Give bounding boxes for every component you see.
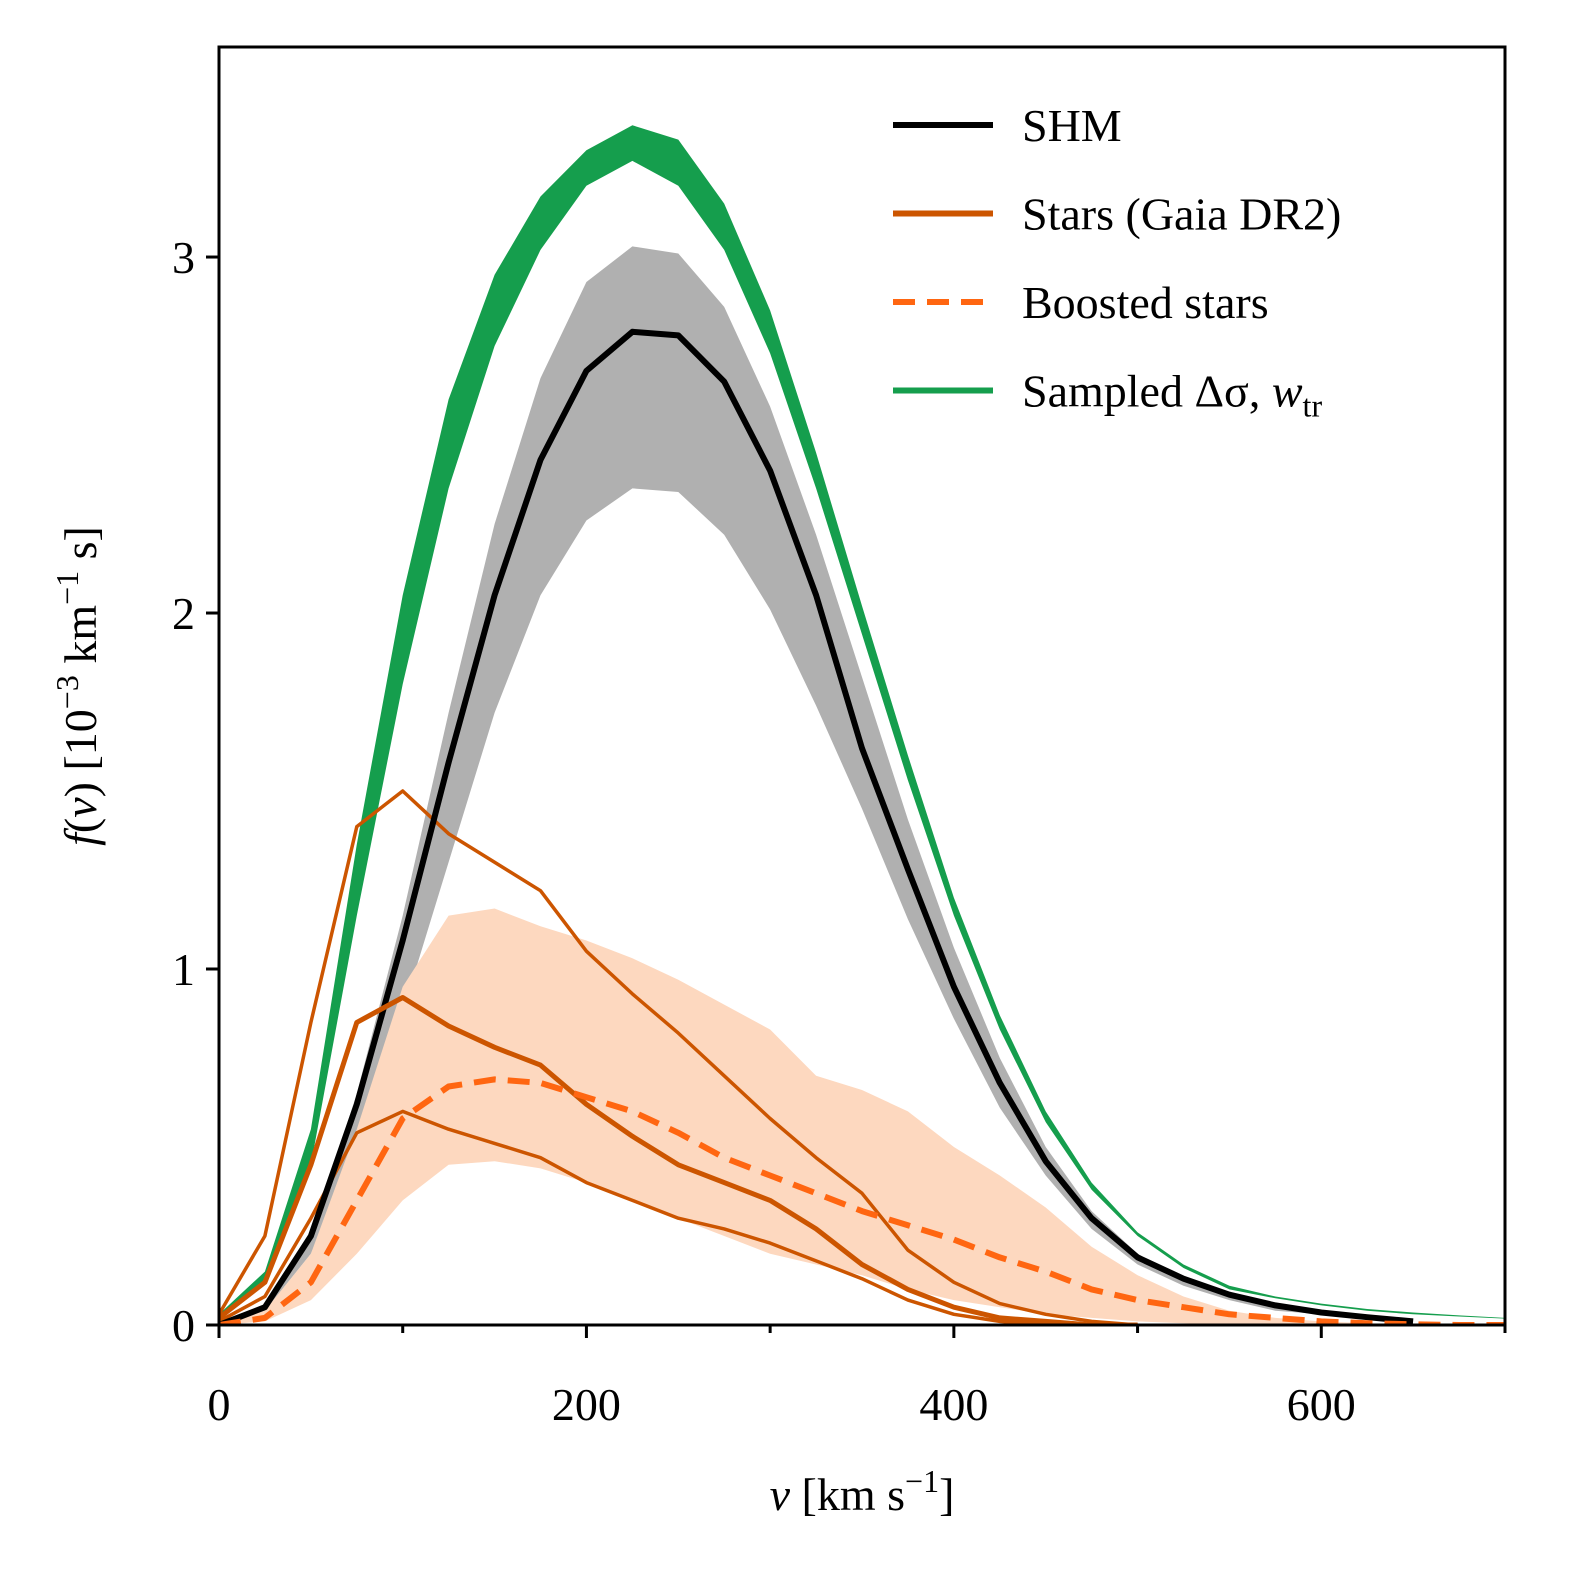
x-tick-label: 200 [552, 1379, 621, 1430]
ylabel: f(v) [10−3 km−1 s] [49, 526, 106, 846]
ylabel-part: s] [55, 526, 106, 571]
xlabel: v [km s−1] [770, 1463, 955, 1520]
legend-label: Stars (Gaia DR2) [1022, 189, 1341, 240]
xlabel-part: [km s [790, 1469, 905, 1520]
series-line [219, 995, 1138, 1325]
ylabel-part: v [55, 797, 106, 818]
legend-label: Sampled Δσ, wtr [1022, 366, 1322, 424]
ylabel-part: ) [10 [55, 709, 106, 797]
plot-area [219, 125, 1505, 1325]
legend-name: Stars (Gaia DR2) [1022, 189, 1341, 240]
band [219, 908, 1505, 1325]
y-tick-label: 0 [172, 1300, 195, 1351]
bound-line [219, 789, 1138, 1325]
x-tick-label: 0 [208, 1379, 231, 1430]
legend-name-sub: tr [1303, 388, 1323, 424]
ylabel-part: −1 [49, 571, 85, 605]
x-tick-label: 600 [1287, 1379, 1356, 1430]
y-tick-label: 1 [172, 944, 195, 995]
xlabel-part: v [770, 1469, 791, 1520]
x-tick-label: 400 [919, 1379, 988, 1430]
series-line [219, 1076, 1505, 1325]
ylabel-part: −3 [49, 675, 85, 709]
legend: SHM Stars (Gaia DR2) Boosted stars Sampled … [893, 100, 1341, 424]
y-tick-label: 3 [172, 232, 195, 283]
legend-name: SHM [1022, 100, 1122, 151]
xlabel-part: −1 [905, 1463, 939, 1499]
y-tick-label: 2 [172, 588, 195, 639]
series-line [219, 328, 1414, 1325]
band [219, 246, 1414, 1325]
plot-frame [217, 45, 1507, 1327]
legend-label: Boosted stars [1022, 277, 1269, 328]
ylabel-part: ( [55, 818, 106, 833]
legend-label: SHM [1022, 100, 1122, 151]
ylabel-part: km [55, 605, 106, 676]
legend-name: Sampled Δσ, [1022, 366, 1272, 417]
legend-name-italic: w [1272, 366, 1303, 417]
bound-line [219, 1109, 1138, 1325]
legend-name: Boosted stars [1022, 277, 1269, 328]
xlabel-part: ] [939, 1469, 954, 1520]
